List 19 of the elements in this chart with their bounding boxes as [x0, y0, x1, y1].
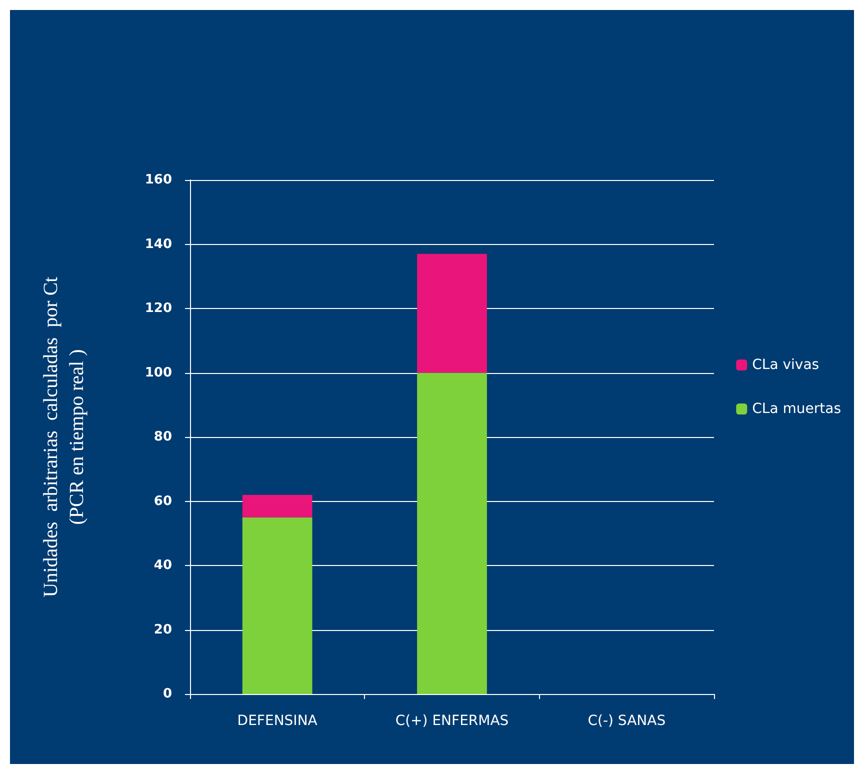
- bar: [417, 254, 487, 373]
- x-tick-label: C(-) SANAS: [588, 713, 666, 729]
- y-tick-label: 100: [144, 365, 172, 380]
- bar: [417, 372, 487, 694]
- legend-label: CLa vivas: [752, 357, 820, 373]
- y-tick-label: 20: [154, 622, 172, 638]
- y-tick-label: 160: [144, 172, 172, 188]
- x-tick-label: C(+) ENFERMAS: [395, 713, 509, 729]
- y-tick-label: 140: [144, 236, 172, 252]
- x-tick-label: DEFENSINA: [237, 713, 318, 729]
- y-tick-label: 80: [154, 430, 172, 444]
- y-axis-title: Unidades arbitrarias calculadas por Ct (PCR en tiempo real ): [40, 276, 88, 598]
- y-tick-label: 40: [154, 558, 172, 573]
- y-tick-label: 0: [162, 686, 172, 702]
- y-tick-label: 60: [154, 494, 172, 509]
- bar: [242, 494, 312, 518]
- legend-label: CLa muertas: [752, 401, 842, 417]
- bar: [242, 517, 312, 694]
- y-tick-label: 120: [144, 301, 172, 316]
